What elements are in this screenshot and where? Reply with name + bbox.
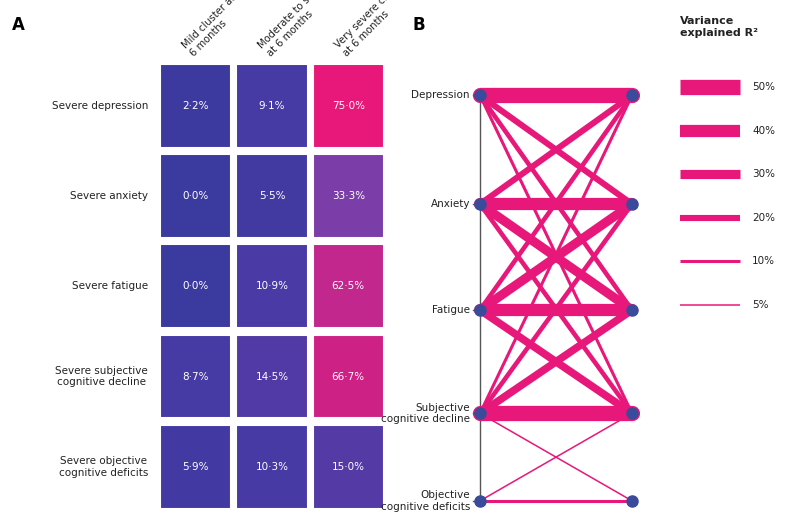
Text: 2·2%: 2·2% — [182, 101, 209, 111]
Bar — [313, 334, 384, 419]
Text: Severe fatigue: Severe fatigue — [72, 281, 148, 291]
Bar — [160, 334, 231, 419]
Bar — [160, 154, 231, 238]
Text: 20%: 20% — [752, 213, 775, 223]
Text: 33·3%: 33·3% — [332, 191, 365, 201]
Bar — [313, 64, 384, 147]
Text: 9·1%: 9·1% — [258, 101, 286, 111]
Text: 5%: 5% — [752, 300, 769, 310]
Text: 0·0%: 0·0% — [182, 281, 209, 291]
Text: Variance
explained R²: Variance explained R² — [680, 16, 758, 38]
Bar — [236, 334, 308, 419]
Text: 10·3%: 10·3% — [255, 462, 289, 472]
Text: A: A — [12, 16, 25, 34]
Text: Anxiety: Anxiety — [430, 199, 470, 209]
Text: Mild cluster at
6 months: Mild cluster at 6 months — [181, 0, 246, 58]
Text: 40%: 40% — [752, 126, 775, 136]
Text: Severe depression: Severe depression — [52, 101, 148, 111]
Text: 10·9%: 10·9% — [255, 281, 289, 291]
Text: 75·0%: 75·0% — [332, 101, 365, 111]
Bar — [236, 425, 308, 509]
Text: 10%: 10% — [752, 257, 775, 266]
Text: Severe subjective
cognitive decline: Severe subjective cognitive decline — [55, 366, 148, 387]
Text: Moderate to severe cluster
at 6 months: Moderate to severe cluster at 6 months — [257, 0, 367, 58]
Text: 0·0%: 0·0% — [182, 191, 209, 201]
Text: 62·5%: 62·5% — [332, 281, 365, 291]
Bar — [313, 244, 384, 328]
Bar — [313, 425, 384, 509]
Bar — [236, 244, 308, 328]
Text: 66·7%: 66·7% — [332, 372, 365, 382]
Text: Severe objective
cognitive deficits: Severe objective cognitive deficits — [58, 456, 148, 478]
Text: 15·0%: 15·0% — [332, 462, 365, 472]
Bar — [236, 154, 308, 238]
Bar — [160, 244, 231, 328]
Text: 14·5%: 14·5% — [255, 372, 289, 382]
Text: Fatigue: Fatigue — [432, 305, 470, 315]
Text: Objective
cognitive deficits: Objective cognitive deficits — [381, 490, 470, 511]
Bar — [160, 64, 231, 147]
Text: Depression: Depression — [411, 91, 470, 100]
Text: B: B — [412, 16, 425, 34]
Text: 30%: 30% — [752, 170, 775, 179]
Text: Subjective
cognitive decline: Subjective cognitive decline — [381, 403, 470, 424]
Bar — [236, 64, 308, 147]
Text: 50%: 50% — [752, 83, 775, 92]
Text: 5·9%: 5·9% — [182, 462, 209, 472]
Text: Very severe cluster
at 6 months: Very severe cluster at 6 months — [333, 0, 416, 58]
Bar — [313, 154, 384, 238]
Text: 8·7%: 8·7% — [182, 372, 209, 382]
Bar — [160, 425, 231, 509]
Text: Severe anxiety: Severe anxiety — [70, 191, 148, 201]
Text: 5·5%: 5·5% — [258, 191, 286, 201]
